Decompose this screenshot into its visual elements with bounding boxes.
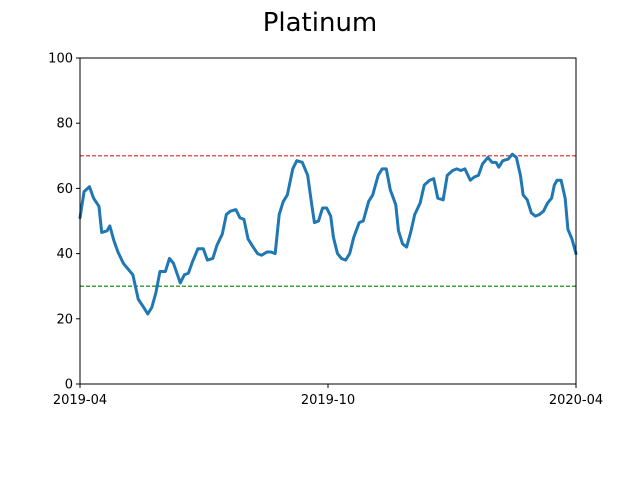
y-tick-label: 80 — [56, 117, 73, 132]
x-tick-label: 2020-04 — [549, 393, 603, 408]
y-tick-label: 100 — [48, 52, 73, 67]
plot-frame — [79, 57, 577, 385]
x-tick-label: 2019-10 — [301, 393, 355, 408]
y-tick-label: 20 — [56, 312, 73, 327]
plot-area — [78, 152, 578, 316]
x-tick-label: 2019-04 — [53, 393, 107, 408]
y-tick-label: 0 — [65, 378, 73, 393]
chart-title: Platinum — [263, 8, 378, 38]
axes: 0 20 40 60 80 100 2019-04 2019-10 2020-04 — [48, 52, 603, 409]
series-line-0 — [78, 152, 578, 316]
y-tick-label: 40 — [56, 247, 73, 262]
y-tick-label: 60 — [56, 182, 73, 197]
